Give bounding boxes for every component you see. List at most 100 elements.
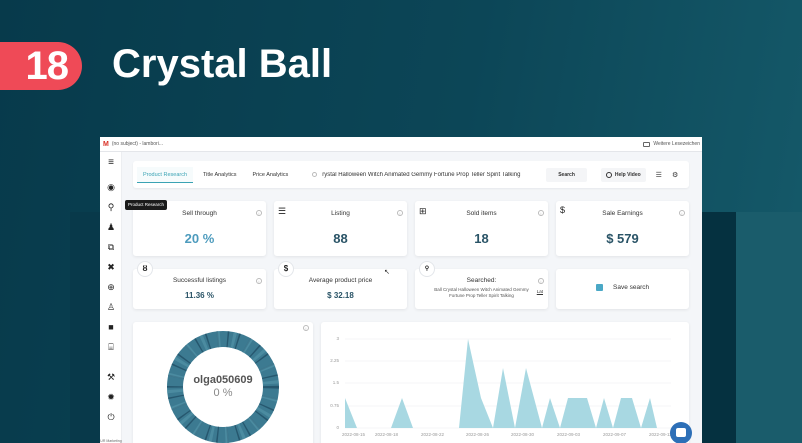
help-video-label: Help Video	[614, 171, 641, 178]
x-tick: 2022-09-07	[603, 432, 627, 437]
slide-title: Crystal Ball	[112, 42, 333, 86]
top-navigation: Product Research Title Analytics Price A…	[133, 161, 689, 188]
x-tick: 2022-08-22	[421, 432, 445, 437]
gmail-icon: M	[103, 140, 109, 148]
searched-query-line2: Fortune Prop Teller Spirit Talking	[449, 293, 514, 298]
y-tick: 0	[336, 425, 339, 430]
save-search-button[interactable]: Save search	[556, 269, 689, 309]
searched-query-line1: Ball Crystal Halloween Witch Animated Ge…	[434, 287, 529, 292]
tab-price-analytics[interactable]: Price Analytics	[252, 171, 289, 178]
average-price-label: Average product price	[308, 277, 373, 284]
info-icon[interactable]: i	[397, 210, 403, 216]
user-donut-card: i olga050609 0 %	[133, 322, 313, 443]
save-search-label: Save search	[613, 284, 650, 291]
tab-title-analytics[interactable]: Title Analytics	[203, 171, 237, 178]
tab-product-research[interactable]: Product Research	[137, 166, 194, 183]
sidebar-footer: UR Marketing	[100, 439, 122, 443]
search-icon	[312, 172, 318, 177]
searched-link[interactable]: Lat	[536, 289, 543, 294]
sold-items-value: 18	[474, 231, 489, 246]
sitemap-icon[interactable]: ⧉	[107, 242, 115, 252]
other-bookmarks[interactable]: Weitere Lesezeichen	[643, 141, 702, 147]
average-price-value: $ 32.18	[327, 291, 354, 300]
sell-through-card: Sell through 20 % i	[133, 201, 266, 256]
searched-card: ⚲ Searched: Ball Crystal Halloween Witch…	[415, 261, 548, 309]
hand-coin-icon: $	[560, 205, 566, 215]
wrench-icon[interactable]: ⚒	[106, 372, 116, 382]
y-tick: 1.5	[332, 380, 339, 385]
info-icon[interactable]: i	[538, 210, 544, 216]
info-icon[interactable]: i	[256, 278, 262, 284]
x-tick: 2022-08-15	[342, 432, 366, 437]
average-price-card: $ Average product price $ 32.18	[274, 261, 407, 309]
listing-value: 88	[333, 231, 348, 246]
search-icon: ⚲	[419, 261, 435, 277]
area-plot	[345, 338, 671, 429]
product-research-icon[interactable]: ⚲	[107, 202, 115, 212]
list-icon: ☰	[278, 206, 287, 216]
menu-icon[interactable]: ≡	[108, 157, 114, 168]
x-tick: 2022-08-26	[466, 432, 490, 437]
donut-percent: 0 %	[213, 387, 233, 399]
successful-listings-label: Successful listings	[172, 277, 227, 284]
info-icon[interactable]: i	[679, 210, 685, 216]
bookmarks-label: Weitere Lesezeichen	[653, 141, 700, 147]
crosshairs-icon[interactable]: ⊕	[107, 282, 115, 292]
tools-icon[interactable]: ✖	[107, 262, 115, 272]
x-tick: 2022-08-30	[511, 432, 535, 437]
chat-icon	[676, 428, 686, 437]
search-button[interactable]: Search	[546, 167, 587, 182]
search-input[interactable]: rystal Halloween Witch Animated Gemmy Fo…	[312, 172, 542, 178]
donut-chart	[167, 331, 279, 443]
listing-label: Listing	[331, 210, 350, 217]
sale-earnings-label: Sale Earnings	[602, 210, 643, 217]
x-tick: 2022-09-11	[649, 432, 672, 437]
medal-icon: ȣ	[137, 261, 153, 277]
info-icon[interactable]: i	[303, 325, 309, 331]
dollar-icon: $	[278, 261, 294, 277]
folder-icon	[643, 141, 651, 147]
successful-listings-card: ȣ Successful listings 11.36 % i	[133, 261, 266, 309]
sell-through-label: Sell through	[182, 210, 217, 217]
list-icon[interactable]: ☰	[655, 171, 662, 179]
chat-support-button[interactable]	[670, 422, 692, 443]
slide-number-badge: 18	[0, 42, 82, 90]
play-circle-icon	[605, 171, 612, 178]
info-icon[interactable]: i	[256, 210, 262, 216]
y-tick: 0.75	[330, 403, 339, 408]
product-research-tooltip: Product Research	[125, 200, 168, 210]
sale-earnings-card: $ Sale Earnings $ 579 i	[556, 201, 689, 256]
eye-icon[interactable]: ◉	[107, 182, 115, 192]
mouse-cursor-icon: ↖	[384, 269, 390, 276]
search-value[interactable]: rystal Halloween Witch Animated Gemmy Fo…	[322, 171, 521, 178]
sell-through-value: 20 %	[184, 231, 215, 246]
listing-card: ☰ Listing 88 i	[274, 201, 407, 256]
background-shape	[702, 212, 736, 443]
sold-items-label: Sold items	[466, 210, 497, 217]
sidebar: ≡ ◉ ⚲ ♟ ⧉ ✖ ⊕ ♙ ■ ⌸ ⚒ ✹ ⏻ UR Marketing	[100, 152, 122, 443]
background-shape	[736, 212, 802, 443]
help-video-button[interactable]: Help Video	[600, 167, 646, 182]
sold-items-card: ⊞ Sold items 18 i	[415, 201, 548, 256]
bookmark-tab-title[interactable]: (no subject) - lambori...	[111, 141, 163, 147]
searched-label: Searched:	[466, 277, 497, 284]
y-tick: 3	[336, 336, 339, 341]
user-tie-icon[interactable]: ⌸	[108, 342, 114, 352]
save-icon	[596, 284, 603, 291]
folder-icon[interactable]: ■	[108, 322, 114, 332]
gear-icon[interactable]: ⚙	[671, 171, 679, 179]
app-window: M (no subject) - lambori... Weitere Lese…	[100, 137, 702, 443]
basket-icon: ⊞	[419, 206, 427, 216]
info-icon[interactable]: i	[538, 278, 544, 284]
power-icon[interactable]: ⏻	[107, 412, 115, 422]
sales-area-chart: 3 2.25 1.5 0.75 0 2022-08-15 2022-08-18 …	[321, 322, 689, 443]
user-secret-icon[interactable]: ♟	[106, 222, 116, 232]
y-tick: 2.25	[330, 358, 339, 363]
x-tick: 2022-08-18	[375, 432, 399, 437]
settings-icon[interactable]: ✹	[107, 392, 115, 402]
successful-listings-value: 11.36 %	[185, 291, 214, 300]
browser-bookmarks-bar: M (no subject) - lambori... Weitere Lese…	[100, 137, 702, 152]
user-cog-icon[interactable]: ♙	[106, 302, 116, 312]
donut-username: olga050609	[193, 374, 253, 386]
sale-earnings-value: $ 579	[606, 231, 639, 246]
